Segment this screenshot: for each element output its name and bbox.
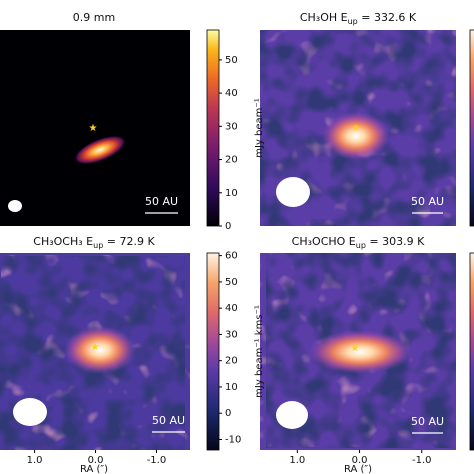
- colorbar-tick-label: 0: [225, 408, 231, 419]
- colorbar-label: mJy beam⁻¹: [254, 98, 265, 157]
- colorbar-tick-label: 0: [225, 221, 231, 232]
- colorbar-tick-label: 60: [225, 251, 238, 262]
- dust-image: ★: [0, 30, 190, 226]
- x-tick-label: 1.0: [289, 455, 305, 466]
- x-axis-label: RA (″): [344, 464, 372, 474]
- colorbar: [206, 29, 220, 227]
- colorbar-tick-label: 10: [225, 382, 238, 393]
- scale-bar-label: 50 AU: [145, 195, 178, 208]
- scale-bar-label: 50 AU: [411, 415, 444, 428]
- title-rest: = 303.9 K: [366, 235, 425, 248]
- colorbar-tick-label: 50: [225, 55, 238, 66]
- colorbar-clipped: [469, 29, 474, 227]
- title-subscript: up: [356, 241, 366, 250]
- colorbar-tick-label: 20: [225, 356, 238, 367]
- svg-text:★: ★: [89, 123, 98, 134]
- panel-title: CH₃OH Eup = 332.6 K: [300, 11, 417, 26]
- ch3ocho-image: ★: [260, 253, 456, 450]
- svg-text:★: ★: [91, 342, 100, 353]
- title-text: CH₃OCH₃ E: [33, 235, 93, 248]
- title-rest: = 72.9 K: [103, 235, 155, 248]
- title-text: 0.9 mm: [73, 11, 115, 24]
- colorbar-label: mJy beam⁻¹ kms⁻¹: [254, 305, 265, 398]
- title-subscript: up: [93, 241, 103, 250]
- colorbar-tick-label: 40: [225, 303, 238, 314]
- colorbar-tick-label: 10: [225, 188, 238, 199]
- colorbar-tick-label: 30: [225, 121, 238, 132]
- x-tick-label: 0.0: [352, 455, 368, 466]
- x-axis-label: RA (″): [80, 464, 108, 474]
- ch3oh-image: ★: [260, 30, 456, 226]
- scale-bar-label: 50 AU: [152, 414, 185, 427]
- svg-text:★: ★: [352, 123, 361, 134]
- ch3och3-image: ★: [0, 253, 190, 450]
- x-tick-label: 0.0: [88, 455, 104, 466]
- scale-bar-label: 50 AU: [411, 195, 444, 208]
- x-tick-label: -1.0: [412, 455, 432, 466]
- colorbar-tick-label: 40: [225, 88, 238, 99]
- title-text: CH₃OH E: [300, 11, 348, 24]
- x-tick-label: 1.0: [27, 455, 43, 466]
- title-rest: = 332.6 K: [358, 11, 417, 24]
- colorbar-clipped: [469, 252, 474, 451]
- title-subscript: up: [348, 17, 358, 26]
- colorbar-tick-label: 30: [225, 329, 238, 340]
- svg-text:★: ★: [351, 343, 360, 354]
- colorbar: [206, 252, 220, 451]
- x-tick-label: -1.0: [147, 455, 167, 466]
- panel-title: CH₃OCH₃ Eup = 72.9 K: [33, 235, 155, 250]
- title-text: CH₃OCHO E: [292, 235, 356, 248]
- colorbar-tick-label: -10: [225, 434, 241, 445]
- colorbar-tick-label: 50: [225, 277, 238, 288]
- panel-title: 0.9 mm: [73, 11, 115, 24]
- panel-title: CH₃OCHO Eup = 303.9 K: [292, 235, 425, 250]
- colorbar-tick-label: 20: [225, 155, 238, 166]
